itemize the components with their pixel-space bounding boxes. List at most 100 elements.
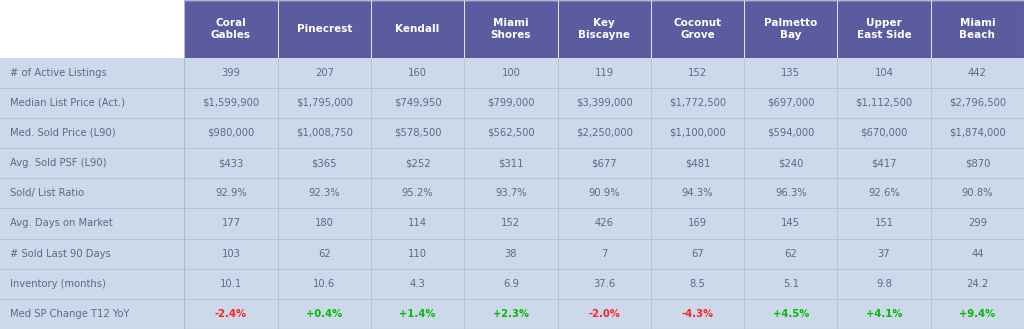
Bar [0,118,1024,148]
Text: $252: $252 [404,158,430,168]
Text: $481: $481 [685,158,711,168]
Text: 10.6: 10.6 [313,279,336,289]
Text: +2.3%: +2.3% [493,309,528,319]
Bar [0,299,1024,329]
Text: 10.1: 10.1 [220,279,242,289]
Text: 96.3%: 96.3% [775,188,807,198]
Text: $578,500: $578,500 [394,128,441,138]
Text: 9.8: 9.8 [877,279,892,289]
Bar [371,0,464,58]
Text: $1,795,000: $1,795,000 [296,98,352,108]
Text: Med SP Change T12 YoY: Med SP Change T12 YoY [10,309,130,319]
Bar [0,148,1024,178]
Text: 104: 104 [874,68,894,78]
Text: 93.7%: 93.7% [495,188,526,198]
Bar [464,0,557,58]
Text: $697,000: $697,000 [767,98,814,108]
Text: $311: $311 [498,158,523,168]
Text: Sold/ List Ratio: Sold/ List Ratio [10,188,84,198]
Text: $677: $677 [591,158,617,168]
Text: 426: 426 [595,218,613,228]
Text: $1,772,500: $1,772,500 [669,98,726,108]
Text: 135: 135 [781,68,800,78]
Bar [278,0,371,58]
Text: Inventory (months): Inventory (months) [10,279,106,289]
Text: +4.1%: +4.1% [866,309,902,319]
Text: Miami
Beach: Miami Beach [959,17,995,40]
Text: # Sold Last 90 Days: # Sold Last 90 Days [10,249,111,259]
Bar [0,0,184,58]
Text: $799,000: $799,000 [487,98,535,108]
Text: +9.4%: +9.4% [959,309,995,319]
Text: 37: 37 [878,249,890,259]
Text: Miami
Shores: Miami Shores [490,17,531,40]
Text: +4.5%: +4.5% [772,309,809,319]
Text: 95.2%: 95.2% [401,188,433,198]
Text: 4.3: 4.3 [410,279,425,289]
Text: -2.0%: -2.0% [588,309,621,319]
Text: $3,399,000: $3,399,000 [575,98,633,108]
Text: 90.9%: 90.9% [589,188,620,198]
Text: 442: 442 [968,68,987,78]
Text: $1,100,000: $1,100,000 [669,128,726,138]
Text: $670,000: $670,000 [860,128,907,138]
Text: 62: 62 [317,249,331,259]
Text: 100: 100 [502,68,520,78]
Text: 103: 103 [221,249,241,259]
Text: $433: $433 [218,158,244,168]
Text: Kendall: Kendall [395,24,439,34]
Text: 399: 399 [221,68,241,78]
Bar [0,208,1024,239]
Text: Key
Biscayne: Key Biscayne [579,17,630,40]
Text: $417: $417 [871,158,897,168]
Bar [744,0,838,58]
Bar [557,0,651,58]
Text: -4.3%: -4.3% [681,309,714,319]
Text: -2.4%: -2.4% [215,309,247,319]
Text: # of Active Listings: # of Active Listings [10,68,106,78]
Text: 92.9%: 92.9% [215,188,247,198]
Text: 44: 44 [971,249,984,259]
Text: 90.8%: 90.8% [962,188,993,198]
Text: 7: 7 [601,249,607,259]
Text: 152: 152 [688,68,707,78]
Text: $749,950: $749,950 [394,98,441,108]
Text: 67: 67 [691,249,703,259]
Bar [0,178,1024,208]
Bar [0,269,1024,299]
Text: 114: 114 [409,218,427,228]
Text: 94.3%: 94.3% [682,188,713,198]
Bar [184,0,278,58]
Text: 151: 151 [874,218,894,228]
Bar [0,239,1024,269]
Text: 160: 160 [409,68,427,78]
Text: 8.5: 8.5 [689,279,706,289]
Text: 24.2: 24.2 [967,279,988,289]
Text: 92.3%: 92.3% [308,188,340,198]
Text: 207: 207 [314,68,334,78]
Text: Median List Price (Act.): Median List Price (Act.) [10,98,125,108]
Text: 145: 145 [781,218,800,228]
Text: 299: 299 [968,218,987,228]
Text: Pinecrest: Pinecrest [297,24,352,34]
Text: Palmetto
Bay: Palmetto Bay [764,17,817,40]
Text: 62: 62 [784,249,797,259]
Text: 169: 169 [688,218,707,228]
Bar [931,0,1024,58]
Text: $1,112,500: $1,112,500 [855,98,912,108]
Text: 180: 180 [314,218,334,228]
Text: 5.1: 5.1 [782,279,799,289]
Text: Upper
East Side: Upper East Side [857,17,911,40]
Text: $365: $365 [311,158,337,168]
Text: 38: 38 [505,249,517,259]
Text: 110: 110 [409,249,427,259]
Text: $980,000: $980,000 [207,128,255,138]
Text: $594,000: $594,000 [767,128,814,138]
Text: +0.4%: +0.4% [306,309,342,319]
Text: $2,250,000: $2,250,000 [575,128,633,138]
Bar [651,0,744,58]
Text: 119: 119 [595,68,613,78]
Text: $870: $870 [965,158,990,168]
Text: $240: $240 [778,158,804,168]
Text: 152: 152 [502,218,520,228]
